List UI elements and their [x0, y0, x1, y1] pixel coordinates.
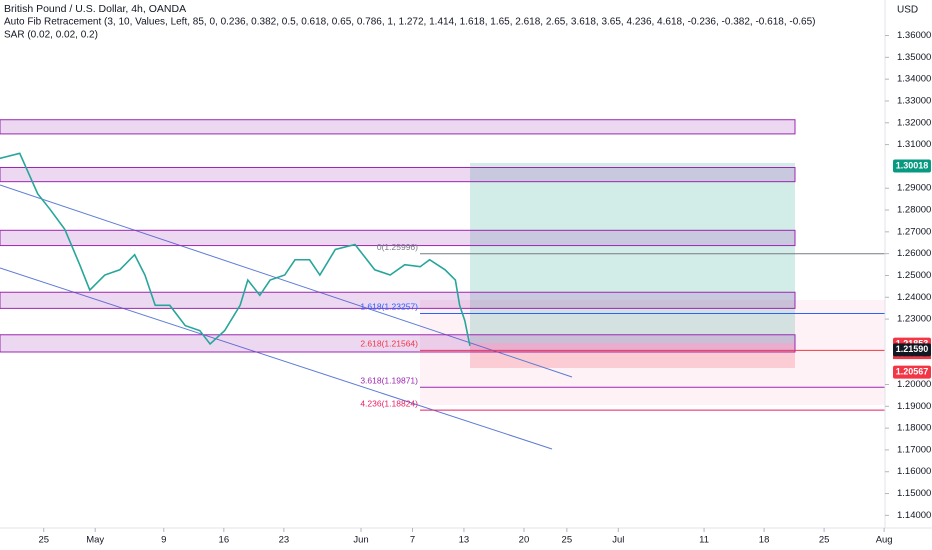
x-tick-label: 11: [699, 535, 709, 546]
y-tick-label: 1.26000: [897, 248, 931, 259]
x-tick-label: 23: [279, 535, 290, 546]
x-tick-label: Aug: [876, 535, 893, 546]
fib-label: 4.236(1.18824): [360, 398, 418, 408]
y-tick-label: 1.32000: [897, 117, 931, 128]
loss-area: [470, 343, 795, 368]
indicator-label: SAR (0.02, 0.02, 0.2): [4, 30, 98, 41]
y-tick-label: 1.34000: [897, 74, 931, 85]
y-tick-label: 1.33000: [897, 95, 931, 106]
price-axis: 1.14000 1.15000 1.16000 1.17000 1.18000 1.190…: [38, 30, 931, 545]
x-tick-label: 9: [161, 535, 166, 546]
y-tick-label: 1.25000: [897, 270, 931, 281]
x-tick-label: 20: [519, 535, 530, 546]
y-tick-label: 1.16000: [897, 466, 931, 477]
y-tick-label: 1.14000: [897, 510, 931, 521]
y-tick-label: 1.31000: [897, 139, 931, 150]
price-tag-label: 1.21590: [896, 344, 929, 354]
channel-line: [0, 184, 573, 378]
y-tick-label: 1.35000: [897, 52, 931, 63]
y-axis-label: USD: [897, 5, 918, 16]
y-tick-label: 1.29000: [897, 183, 931, 194]
fib-label: 3.618(1.19871): [360, 376, 418, 386]
y-tick-label: 1.17000: [897, 444, 931, 455]
x-tick-label: Jul: [612, 535, 624, 546]
y-tick-label: 1.20000: [897, 379, 931, 390]
price-tag-label: 1.30018: [896, 160, 929, 170]
zone: [0, 334, 796, 353]
y-tick-label: 1.24000: [897, 292, 931, 303]
channel-line: [0, 267, 553, 450]
x-tick-label: 13: [459, 535, 470, 546]
fib-label: 0(1.25996): [377, 242, 418, 252]
y-tick-label: 1.28000: [897, 205, 931, 216]
y-tick-label: 1.18000: [897, 423, 931, 434]
price-tag: [893, 343, 931, 357]
y-tick-label: 1.36000: [897, 30, 931, 41]
x-tick-label: Jun: [353, 535, 368, 546]
x-tick-label: May: [86, 535, 104, 546]
x-tick-label: 25: [819, 535, 830, 546]
fib-label: 2.618(1.21564): [360, 339, 418, 349]
x-tick-label: 25: [562, 535, 573, 546]
y-tick-label: 1.23000: [897, 314, 931, 325]
x-tick-label: 25: [38, 535, 49, 546]
fib-area: [420, 300, 885, 405]
y-tick-label: 1.19000: [897, 401, 931, 412]
x-tick-label: 7: [410, 535, 415, 546]
price-line: [0, 152, 471, 347]
x-tick-label: 18: [759, 535, 770, 546]
zone: [0, 119, 796, 135]
zone: [0, 166, 796, 183]
y-tick-label: 1.15000: [897, 488, 931, 499]
price-tag: [893, 365, 931, 379]
price-tag-label: 1.20567: [896, 367, 929, 377]
zone: [0, 229, 796, 247]
zone: [0, 291, 796, 309]
x-tick-label: 16: [219, 535, 230, 546]
indicator-label: Auto Fib Retracement (3, 10, Values, Lef…: [4, 17, 816, 28]
plot-area: 0(1.25996) 1.618(1.23257) 2.618(1.21564) 3.…: [0, 119, 885, 450]
y-tick-label: 1.27000: [897, 226, 931, 237]
chart-title: British Pound / U.S. Dollar, 4h, OANDA: [4, 3, 186, 15]
price-tag: [893, 159, 931, 173]
fib-label: 1.618(1.23257): [360, 302, 418, 312]
